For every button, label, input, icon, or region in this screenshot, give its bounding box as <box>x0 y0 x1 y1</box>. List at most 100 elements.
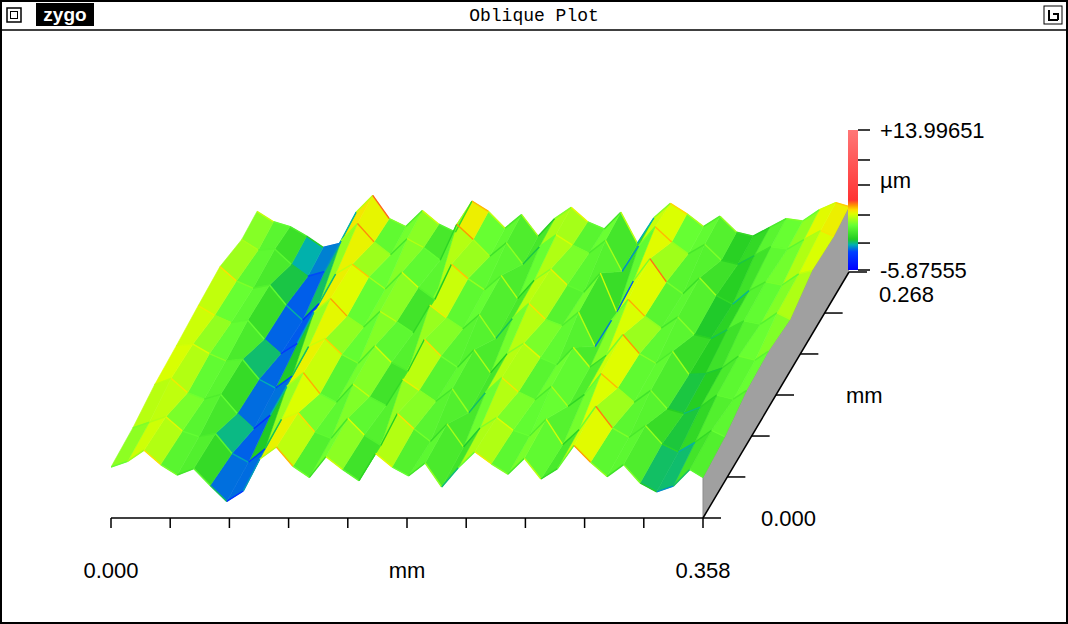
surface-trace <box>771 247 788 249</box>
y-minor-tick <box>800 353 818 355</box>
surface-trace <box>220 267 237 281</box>
surface-trace <box>330 299 347 317</box>
surface-trace <box>589 240 606 253</box>
close-button[interactable] <box>7 8 21 22</box>
x-minor-tick <box>229 518 231 528</box>
surface-trace <box>407 239 424 248</box>
surface-trace <box>523 247 540 265</box>
surface-cell <box>403 339 441 390</box>
surface-trace <box>684 407 701 413</box>
surface-trace <box>226 359 243 361</box>
surface-trace <box>468 279 485 290</box>
surface-trace <box>738 255 755 264</box>
surface-trace <box>634 390 651 402</box>
surface-trace <box>128 450 145 461</box>
surface-trace <box>385 272 402 289</box>
x-axis-title: mm <box>389 558 426 583</box>
surface-trace <box>457 224 474 239</box>
surface-trace <box>364 435 381 445</box>
surface-trace <box>733 390 746 399</box>
surface-trace <box>508 458 525 474</box>
surface-trace <box>522 215 539 237</box>
surface-trace <box>621 212 638 243</box>
surface-trace <box>573 347 590 367</box>
surface-trace <box>210 485 227 501</box>
surface-trace <box>722 356 739 368</box>
surface-trace <box>716 295 733 304</box>
surface-trace <box>182 431 199 437</box>
title-bar-line <box>1 29 1067 31</box>
window-menu-icon[interactable] <box>1044 6 1062 24</box>
surface-trace <box>469 393 486 413</box>
surface-trace <box>199 433 216 436</box>
surface-trace <box>538 219 555 237</box>
surface-trace <box>557 445 574 468</box>
colorbar-tick-label: +13.99651 <box>880 118 985 143</box>
surface-trace <box>188 393 205 399</box>
surface-trace <box>259 379 276 388</box>
surface-trace <box>149 417 166 423</box>
surface-trace <box>530 419 547 436</box>
surface-trace <box>343 469 360 480</box>
y-minor-tick <box>776 394 794 396</box>
surface-trace <box>562 312 579 326</box>
surface-trace <box>804 231 821 240</box>
surface-trace <box>755 351 768 360</box>
surface-trace <box>376 453 393 467</box>
x-tick-label: 0.358 <box>675 558 730 583</box>
surface-trace <box>286 305 303 320</box>
surface-trace <box>777 313 790 319</box>
surface-trace <box>391 239 408 255</box>
y-tick-label: 0.000 <box>761 506 816 531</box>
surface-trace <box>612 428 629 438</box>
surface-trace <box>424 339 441 356</box>
surface-trace <box>204 394 221 399</box>
surface-trace <box>463 315 480 329</box>
y-tick <box>849 271 867 273</box>
surface-trace <box>672 351 689 374</box>
surface-trace <box>402 272 419 287</box>
surface-trace <box>326 457 343 470</box>
surface-trace <box>472 201 489 211</box>
surface-trace <box>733 291 750 305</box>
surface-cell <box>176 306 214 346</box>
surface-trace <box>386 379 403 405</box>
surface-trace <box>392 467 409 476</box>
surface-trace <box>651 390 668 408</box>
surface-trace <box>375 346 392 363</box>
surface-cell <box>425 424 463 487</box>
surface-trace <box>474 350 491 373</box>
surface-trace <box>657 486 674 492</box>
surface-trace <box>441 356 458 367</box>
surface-trace <box>243 359 260 379</box>
surface-trace <box>227 491 244 501</box>
surface-trace <box>545 319 562 325</box>
surface-trace <box>782 274 799 285</box>
surface-trace <box>358 346 375 364</box>
surface-trace <box>501 275 518 298</box>
surface-trace <box>606 240 623 271</box>
surface-trace <box>409 463 426 476</box>
surface-trace <box>260 447 277 459</box>
surface-trace <box>567 285 584 292</box>
surface-trace <box>258 248 275 250</box>
surface-trace <box>753 227 770 236</box>
surface-trace <box>370 397 387 406</box>
surface-trace <box>341 223 358 241</box>
surface-trace <box>557 347 574 365</box>
surface-trace <box>540 358 557 365</box>
surface-trace <box>640 483 657 492</box>
x-minor-tick <box>525 518 527 528</box>
surface-trace <box>749 282 766 291</box>
surface-trace <box>513 430 530 436</box>
surface-trace <box>455 201 472 232</box>
surface-trace <box>248 320 265 339</box>
surface-trace <box>703 216 720 226</box>
surface-trace <box>319 274 336 304</box>
surface-trace <box>546 419 563 445</box>
icon-glyph <box>1049 10 1058 20</box>
surface-trace <box>198 306 215 316</box>
surface-trace <box>628 299 645 316</box>
surface-trace <box>574 445 591 462</box>
surface-trace <box>595 320 612 346</box>
